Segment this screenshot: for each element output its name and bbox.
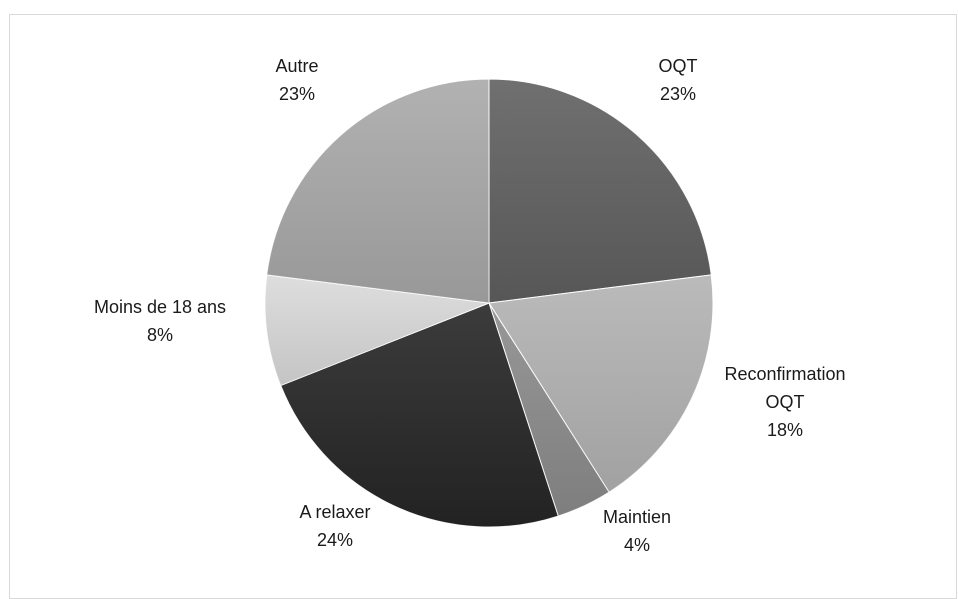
data-label-a-relaxer: A relaxer 24% [299, 502, 370, 550]
data-label-percent: 23% [279, 84, 315, 104]
data-label-percent: 18% [767, 420, 803, 440]
data-label-category: OQT [766, 392, 805, 412]
data-label-percent: 24% [317, 530, 353, 550]
data-label-category: Reconfirmation [724, 364, 845, 384]
pie-slices [264, 78, 714, 528]
data-label-category: Maintien [603, 507, 671, 527]
data-label-category: A relaxer [299, 502, 370, 522]
data-label-maintien: Maintien 4% [603, 507, 671, 555]
data-label-category: Moins de 18 ans [94, 297, 226, 317]
pie-slice-shading [265, 274, 489, 386]
data-label-category: Autre [275, 56, 318, 76]
pie-chart: OQT 23% Reconfirmation OQT 18% Maintien 4% A re… [94, 56, 846, 555]
pie-slice-shading [489, 303, 610, 517]
data-label-moins-de-18-ans: Moins de 18 ans 8% [94, 297, 226, 345]
data-label-oqt: OQT 23% [659, 56, 698, 104]
pie-slice-shading [280, 303, 559, 528]
pie-slice-shading [489, 274, 713, 493]
pie-labels: OQT 23% Reconfirmation OQT 18% Maintien 4% A re… [94, 56, 846, 555]
data-label-category: OQT [659, 56, 698, 76]
data-label-autre: Autre 23% [275, 56, 318, 104]
data-label-percent: 8% [147, 325, 173, 345]
data-label-percent: 23% [660, 84, 696, 104]
data-label-reconfirmation-oqt: Reconfirmation OQT 18% [724, 364, 845, 440]
pie-slice-shading [266, 79, 489, 303]
pie-slice-shading [489, 79, 712, 303]
data-label-percent: 4% [624, 535, 650, 555]
